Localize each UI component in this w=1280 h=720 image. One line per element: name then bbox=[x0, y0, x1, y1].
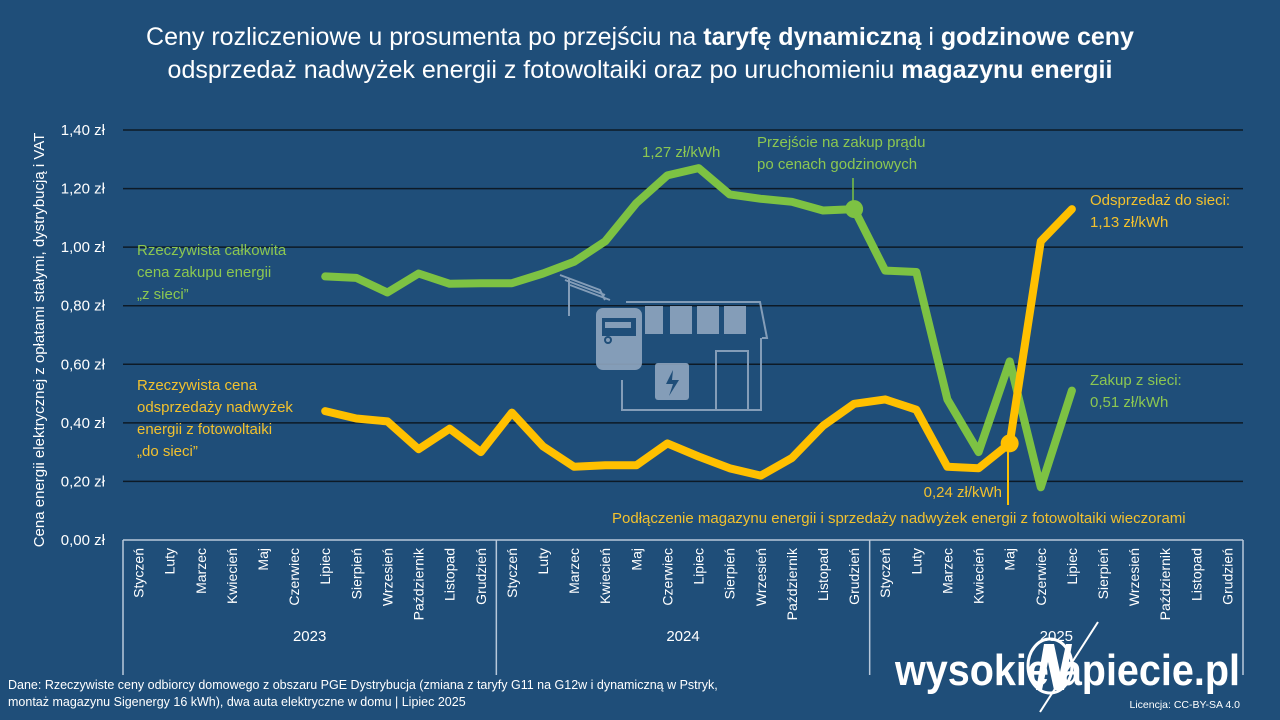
y-tick-labels: 0,00 zł 0,20 zł 0,40 zł 0,60 zł 0,80 zł 1,00 … bbox=[61, 122, 106, 549]
x-tick-label: Styczeń bbox=[131, 548, 147, 598]
x-tick-label: Kwiecień bbox=[224, 548, 240, 604]
series-lines bbox=[321, 164, 1076, 492]
yellow-series-label-4: „do sieci” bbox=[137, 443, 198, 460]
x-tick-label: Czerwiec bbox=[1033, 548, 1049, 606]
x-axis-frame bbox=[122, 539, 1244, 675]
x-tick-label: Luty bbox=[162, 548, 178, 574]
x-tick-label: Sierpień bbox=[1095, 548, 1111, 599]
x-tick-label: Marzec bbox=[939, 548, 955, 594]
x-tick-label: Listopad bbox=[815, 548, 831, 601]
event-marker bbox=[1000, 434, 1019, 453]
x-tick-label: Wrzesień bbox=[379, 548, 395, 606]
x-tick-label: Kwiecień bbox=[971, 548, 987, 604]
low-label: 0,24 zł/kWh bbox=[924, 484, 1002, 501]
event-markers bbox=[845, 200, 1019, 453]
yellow-series-label-1: Rzeczywista cena bbox=[137, 377, 258, 394]
x-tick-label: Lipiec bbox=[317, 548, 333, 585]
storage-label: Podłączenie magazynu energii i sprzedaży… bbox=[612, 510, 1186, 527]
x-axis: Styczeń Luty Marzec Kwiecień Maj Czerwiec Lipi… bbox=[122, 539, 1244, 675]
x-tick-label: Czerwiec bbox=[286, 548, 302, 606]
x-tick-label: Sierpień bbox=[348, 548, 364, 599]
year-label: 2025 bbox=[1040, 628, 1073, 645]
chart-title-line1: Ceny rozliczeniowe u prosumenta po przej… bbox=[146, 23, 1134, 51]
x-tick-label: Lipiec bbox=[691, 548, 707, 585]
y-tick-label: 1,20 zł bbox=[61, 181, 106, 198]
x-tick-label: Październik bbox=[784, 547, 800, 620]
peak-label: 1,27 zł/kWh bbox=[642, 144, 720, 161]
sell-end-label-1: Odsprzedaż do sieci: bbox=[1090, 192, 1230, 209]
x-tick-label: Listopad bbox=[1188, 548, 1204, 601]
x-tick-label: Luty bbox=[535, 548, 551, 574]
x-tick-label: Listopad bbox=[442, 548, 458, 601]
house-illustration-icon bbox=[559, 274, 769, 411]
switch-label-1: Przejście na zakup prądu bbox=[757, 134, 925, 151]
y-tick-label: 1,00 zł bbox=[61, 239, 106, 256]
x-tick-label: Maj bbox=[255, 548, 271, 571]
y-tick-label: 0,60 zł bbox=[61, 356, 106, 373]
yellow-series-label-3: energii z fotowoltaiki bbox=[137, 421, 272, 438]
x-tick-label: Wrzesień bbox=[753, 548, 769, 606]
y-tick-label: 1,40 zł bbox=[61, 122, 106, 139]
chart-title-line2: odsprzedaż nadwyżek energii z fotowoltai… bbox=[168, 56, 1113, 84]
green-series-label-2: cena zakupu energii bbox=[137, 264, 271, 281]
buy-end-label-2: 0,51 zł/kWh bbox=[1090, 394, 1168, 411]
y-tick-label: 0,80 zł bbox=[61, 298, 106, 315]
y-axis-title: Cena energii elektrycznej z opłatami sta… bbox=[31, 133, 48, 548]
x-tick-label: Maj bbox=[1002, 548, 1018, 571]
x-tick-label: Styczeń bbox=[877, 548, 893, 598]
x-tick-label: Styczeń bbox=[504, 548, 520, 598]
green-series-label-3: „z sieci” bbox=[137, 286, 189, 303]
sell-end-label-2: 1,13 zł/kWh bbox=[1090, 214, 1168, 231]
x-tick-label: Październik bbox=[411, 547, 427, 620]
yellow-series-label-2: odsprzedaży nadwyżek bbox=[137, 399, 293, 416]
x-tick-label: Marzec bbox=[566, 548, 582, 594]
y-tick-label: 0,00 zł bbox=[61, 532, 106, 549]
x-tick-label: Marzec bbox=[193, 548, 209, 594]
x-tick-label: Październik bbox=[1157, 547, 1173, 620]
x-tick-label: Grudzień bbox=[1219, 548, 1235, 605]
x-tick-label: Wrzesień bbox=[1126, 548, 1142, 606]
y-tick-label: 0,40 zł bbox=[61, 415, 106, 432]
event-marker bbox=[845, 200, 864, 219]
x-tick-label: Sierpień bbox=[722, 548, 738, 599]
license-text: Licencja: CC-BY-SA 4.0 bbox=[1129, 699, 1240, 711]
annotations: Rzeczywista całkowita cena zakupu energi… bbox=[137, 134, 1230, 527]
x-tick-label: Maj bbox=[628, 548, 644, 571]
year-label: 2024 bbox=[666, 628, 699, 645]
buy-end-label-1: Zakup z sieci: bbox=[1090, 372, 1182, 389]
x-tick-label: Grudzień bbox=[846, 548, 862, 605]
x-tick-label: Czerwiec bbox=[659, 548, 675, 606]
source-line-2: montaż magazynu Sigenergy 16 kWh), dwa a… bbox=[8, 695, 466, 709]
switch-label-2: po cenach godzinowych bbox=[757, 156, 917, 173]
source-line-1: Dane: Rzeczywiste ceny odbiorcy domowego… bbox=[8, 678, 718, 692]
x-tick-label: Lipiec bbox=[1064, 548, 1080, 585]
x-tick-label: Kwiecień bbox=[597, 548, 613, 604]
year-label: 2023 bbox=[293, 628, 326, 645]
green-series-label-1: Rzeczywista całkowita bbox=[137, 242, 287, 259]
y-tick-label: 0,20 zł bbox=[61, 473, 106, 490]
wysokienapiecie-logo: wysokie apiecie.pl bbox=[894, 621, 1240, 713]
x-tick-label: Luty bbox=[908, 548, 924, 574]
x-tick-label: Grudzień bbox=[473, 548, 489, 605]
